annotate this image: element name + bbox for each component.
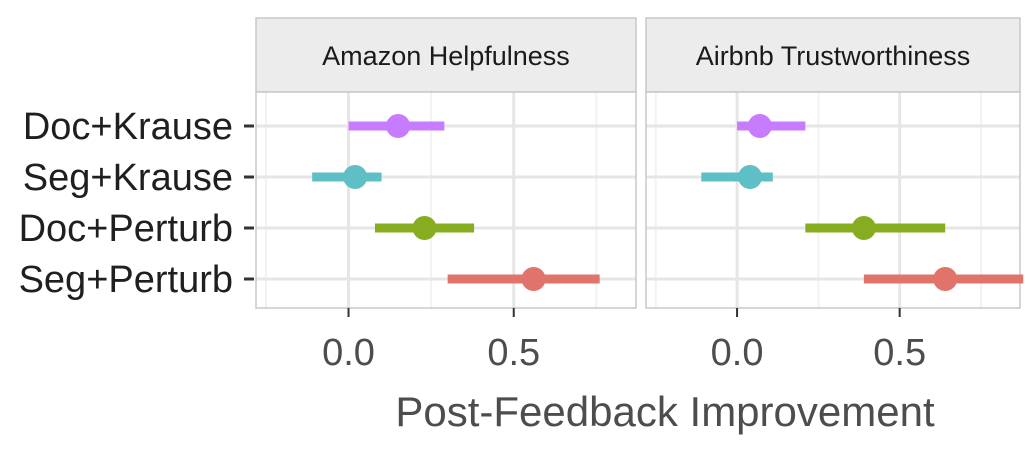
x-tick-label: 0.0: [322, 332, 375, 374]
facet-panel: Amazon Helpfulness 0.0 0.5: [255, 17, 637, 374]
point-estimate: [343, 165, 368, 189]
point-estimate: [933, 267, 958, 291]
panel-border: [255, 91, 637, 309]
facet-strip: [255, 17, 637, 93]
category-label: Doc+Krause: [23, 106, 233, 148]
point-estimate: [521, 267, 546, 291]
plot-background: [256, 92, 636, 308]
category-label: Seg+Krause: [23, 157, 233, 199]
point-estimate: [386, 114, 411, 138]
category-label: Doc+Perturb: [19, 208, 233, 250]
x-tick-label: 0.0: [711, 332, 764, 374]
point-estimate: [747, 114, 772, 138]
facet-panel: Airbnb Trustworthiness 0.0 0.5: [645, 17, 1024, 374]
point-estimate: [412, 216, 437, 240]
point-estimate: [738, 165, 763, 189]
category-label: Seg+Perturb: [19, 259, 233, 301]
y-category-labels: Doc+Krause Seg+Krause Doc+Perturb Seg+Pertu…: [19, 106, 254, 301]
plot-background: [646, 92, 1020, 308]
x-axis-title: Post-Feedback Improvement: [395, 388, 935, 435]
x-tick-label: 0.5: [873, 332, 926, 374]
point-estimate: [851, 216, 876, 240]
panel-border: [645, 91, 1021, 309]
facet-strip: [645, 17, 1021, 93]
x-tick-label: 0.5: [487, 332, 540, 374]
facet-title: Airbnb Trustworthiness: [696, 41, 971, 71]
facet-title: Amazon Helpfulness: [322, 41, 570, 71]
